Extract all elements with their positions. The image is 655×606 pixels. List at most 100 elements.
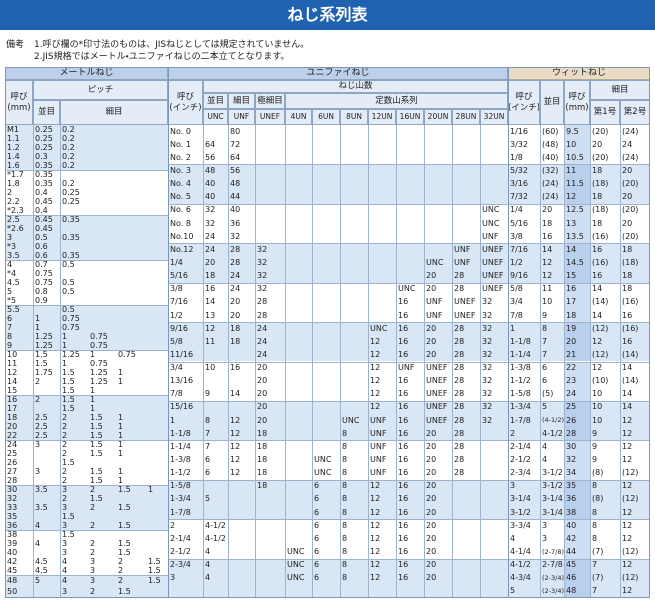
row-label: *2.6: [7, 224, 24, 233]
cell: 4-1/2: [205, 520, 226, 530]
cell: 1: [118, 368, 124, 377]
cell: 24: [257, 323, 268, 333]
cell: 1: [90, 404, 96, 413]
cell: (20): [622, 179, 639, 189]
cell: (12): [622, 547, 639, 556]
row-label: 22: [7, 431, 18, 440]
column-header: 並目: [540, 80, 564, 125]
cell: 24: [230, 271, 241, 281]
cell: 80: [230, 126, 241, 136]
cell: 24: [205, 244, 216, 254]
cell: 17: [566, 297, 577, 307]
cell: 8: [592, 533, 598, 543]
cell: 16: [398, 481, 409, 491]
row-label: 1/8: [510, 152, 523, 162]
cell: 28: [454, 376, 465, 386]
cell: 15: [566, 271, 577, 281]
cell: 0.35: [35, 170, 53, 179]
row-label: No. 5: [170, 192, 191, 202]
cell: UNF: [454, 257, 471, 267]
cell: 32: [482, 336, 493, 346]
row-label: 1/2: [510, 257, 523, 267]
row-label: No. 1: [170, 139, 191, 149]
column-header: 8UN: [340, 109, 368, 125]
cell: 0.2: [62, 125, 75, 134]
block-line: [508, 203, 650, 205]
cell: 32: [482, 349, 493, 359]
cell: 4: [62, 557, 68, 566]
cell: 13.5: [566, 231, 584, 241]
row-band: [5, 575, 168, 598]
cell: 32: [257, 257, 268, 267]
cell: 18: [257, 455, 268, 465]
row-label: 25: [7, 449, 18, 458]
row-band: [168, 361, 508, 401]
cell: 1: [90, 350, 96, 359]
cell: 20: [426, 271, 437, 281]
row-label: *3: [7, 242, 17, 251]
cell: 13: [205, 310, 216, 320]
row-label: 3/4: [510, 297, 523, 307]
cell: 18: [566, 310, 577, 320]
cell: 40: [566, 520, 577, 530]
cell: 1.5: [62, 386, 75, 395]
cell: 1.5: [118, 539, 131, 548]
row-label: 15/16: [170, 402, 194, 412]
block-line: [168, 361, 508, 363]
row-label: 24: [7, 440, 18, 449]
cell: 8: [342, 455, 348, 465]
cell: 16: [398, 402, 409, 412]
row-band: [5, 350, 168, 395]
cell: 1: [118, 431, 124, 440]
cell: 16: [542, 231, 553, 241]
cell: 21: [566, 349, 577, 359]
cell: 20: [426, 284, 437, 294]
cell: 1: [118, 413, 124, 422]
cell: 2: [90, 485, 96, 494]
cell: 2: [118, 575, 124, 585]
cell: (12): [592, 323, 609, 333]
cell: (16): [592, 231, 609, 241]
cell: 2: [62, 422, 68, 431]
cell: 0.5: [62, 260, 75, 269]
row-label: 1-1/2: [170, 468, 191, 478]
row-band: [564, 440, 590, 480]
cell: 1.25: [90, 377, 108, 386]
cell: 24: [622, 139, 633, 149]
row-band: [5, 305, 168, 350]
column-header-line: 呼び: [176, 92, 194, 102]
cell: 12: [370, 533, 381, 543]
cell: 1: [90, 395, 96, 404]
cell: 16: [592, 271, 603, 281]
cell: 6: [314, 494, 320, 504]
row-label: 5/16: [170, 271, 188, 281]
cell: 0.25: [35, 125, 53, 134]
cell: 5: [35, 575, 41, 585]
cell: UNEF: [454, 297, 476, 307]
block-line: [508, 164, 650, 166]
row-label: 2-1/2: [170, 547, 191, 556]
cell: 28: [454, 428, 465, 438]
cell: 0.75: [90, 359, 108, 368]
cell: 4: [205, 573, 211, 583]
row-label: 2-1/2: [510, 455, 531, 465]
cell: 2: [90, 587, 96, 597]
row-label: 1-3/4: [510, 402, 531, 412]
cell: 28: [230, 257, 241, 267]
cell: 1.5: [148, 557, 161, 566]
row-label: 1-7/8: [510, 415, 531, 425]
cell: 1.5: [62, 368, 75, 377]
cell: 9: [592, 455, 598, 465]
cell: 20: [426, 323, 437, 333]
cell: 3: [90, 575, 96, 585]
cell: UNEF: [426, 402, 448, 412]
cell: 32: [205, 218, 216, 228]
cell: 12: [370, 402, 381, 412]
cell: 2: [118, 557, 124, 566]
cell: 18: [257, 441, 268, 451]
cell: (16): [622, 297, 639, 307]
cell: 0.45: [35, 215, 53, 224]
row-label: 1-5/8: [510, 389, 531, 399]
cell: 28: [454, 336, 465, 346]
cell: 1: [62, 332, 68, 341]
